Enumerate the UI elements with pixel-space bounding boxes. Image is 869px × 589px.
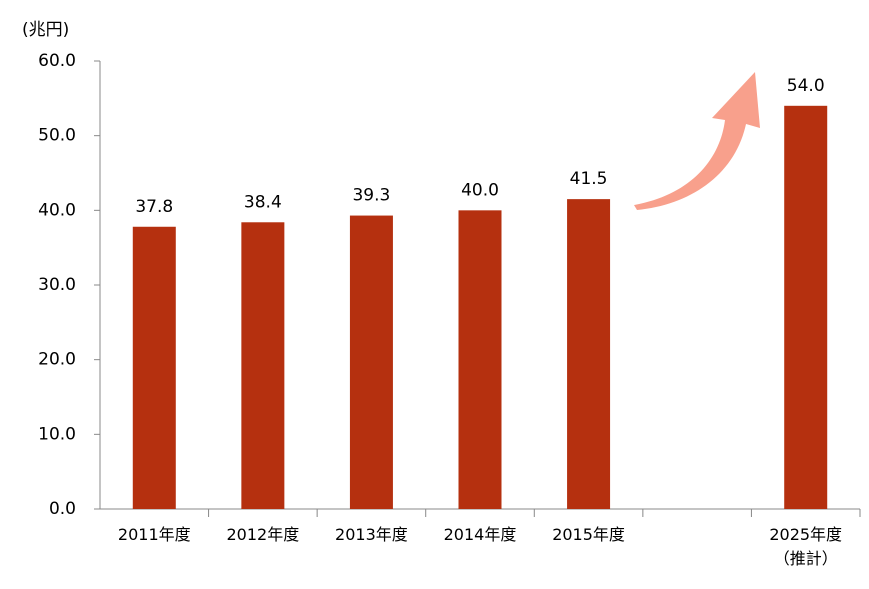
data-label: 40.0 — [461, 180, 499, 200]
x-tick-label: 2011年度 — [117, 525, 191, 544]
y-tick-label: 10.0 — [38, 424, 76, 444]
data-label: 39.3 — [352, 186, 390, 206]
data-label: 54.0 — [787, 76, 825, 96]
x-tick-label: 2025年度 （推計） — [769, 525, 843, 568]
x-tick-label: 2014年度 — [443, 525, 517, 544]
bar — [567, 199, 611, 509]
bar — [241, 222, 285, 509]
bar — [458, 210, 502, 510]
data-label: 38.4 — [244, 192, 282, 212]
y-tick-label: 60.0 — [38, 51, 76, 71]
y-axis-label: (兆円) — [22, 20, 69, 40]
y-tick-label: 0.0 — [49, 499, 76, 519]
y-tick-label: 20.0 — [38, 350, 76, 370]
bar — [132, 226, 176, 509]
y-tick-label: 50.0 — [38, 126, 76, 146]
trend-arrow — [634, 72, 760, 210]
data-label: 41.5 — [570, 169, 608, 189]
y-tick-label: 30.0 — [38, 275, 76, 295]
bar — [784, 105, 828, 510]
x-tick-label: 2015年度 — [552, 525, 625, 544]
x-tick-label: 2013年度 — [335, 525, 408, 544]
bar — [349, 215, 393, 509]
data-label: 37.8 — [135, 197, 173, 217]
y-tick-label: 40.0 — [38, 200, 76, 220]
x-tick-label: 2012年度 — [226, 525, 300, 544]
